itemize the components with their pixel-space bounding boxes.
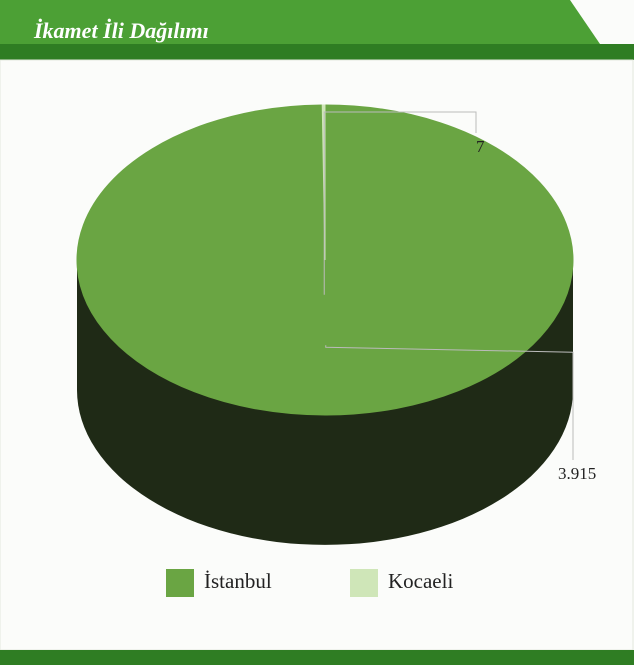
leader-line xyxy=(323,111,477,295)
chart-title: İkamet İli Dağılımı xyxy=(33,18,209,43)
legend-swatch xyxy=(350,569,378,597)
legend-label: Kocaeli xyxy=(388,569,453,593)
legend-swatch xyxy=(166,569,194,597)
legend-label: İstanbul xyxy=(204,569,272,593)
header-bar xyxy=(0,44,634,60)
data-label: 7 xyxy=(476,137,485,156)
header-tab xyxy=(0,0,600,44)
data-label: 3.915 xyxy=(558,464,596,483)
leader-line xyxy=(325,345,574,460)
footer-bar xyxy=(0,650,634,665)
